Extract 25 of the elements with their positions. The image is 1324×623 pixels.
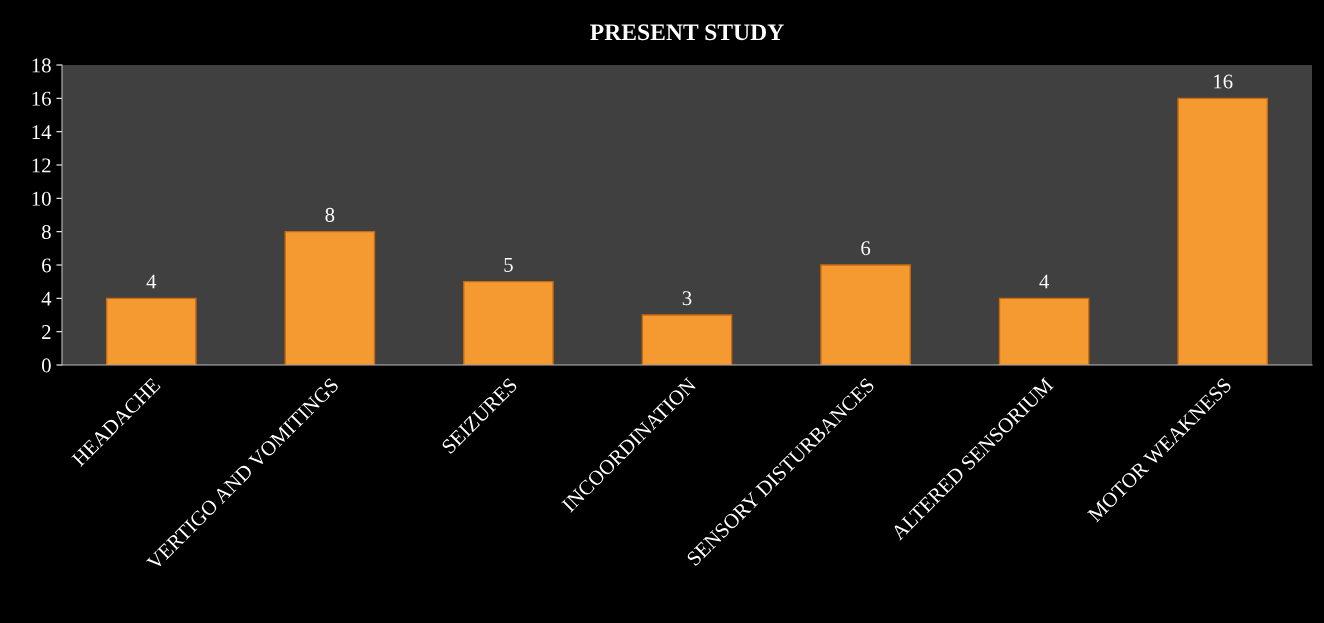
y-tick-label: 12 [32, 158, 51, 173]
bar [641, 314, 733, 365]
bar [1177, 97, 1269, 365]
bar [998, 297, 1090, 365]
data-label: 3 [682, 291, 692, 306]
y-tick-label: 0 [41, 358, 51, 373]
bar [463, 280, 554, 365]
data-label: 6 [861, 241, 871, 256]
data-label: 4 [1039, 274, 1050, 289]
y-tick-label: 14 [32, 125, 52, 139]
data-label: 8 [325, 207, 335, 222]
chart-title: PRESENT STUDY [590, 24, 784, 41]
data-label: 5 [504, 258, 513, 272]
y-tick-label: 6 [42, 258, 51, 273]
data-label: 4 [146, 274, 157, 289]
y-tick-label: 4 [41, 291, 52, 306]
y-tick-label: 8 [41, 225, 51, 240]
y-tick-label: 16 [32, 91, 51, 106]
data-label: 16 [1214, 74, 1233, 89]
bar [284, 230, 376, 365]
bar [105, 297, 197, 365]
y-tick-label: 2 [42, 325, 51, 339]
y-tick-label: 18 [32, 58, 51, 73]
bar [820, 264, 911, 365]
y-tick-label: 10 [32, 191, 51, 206]
